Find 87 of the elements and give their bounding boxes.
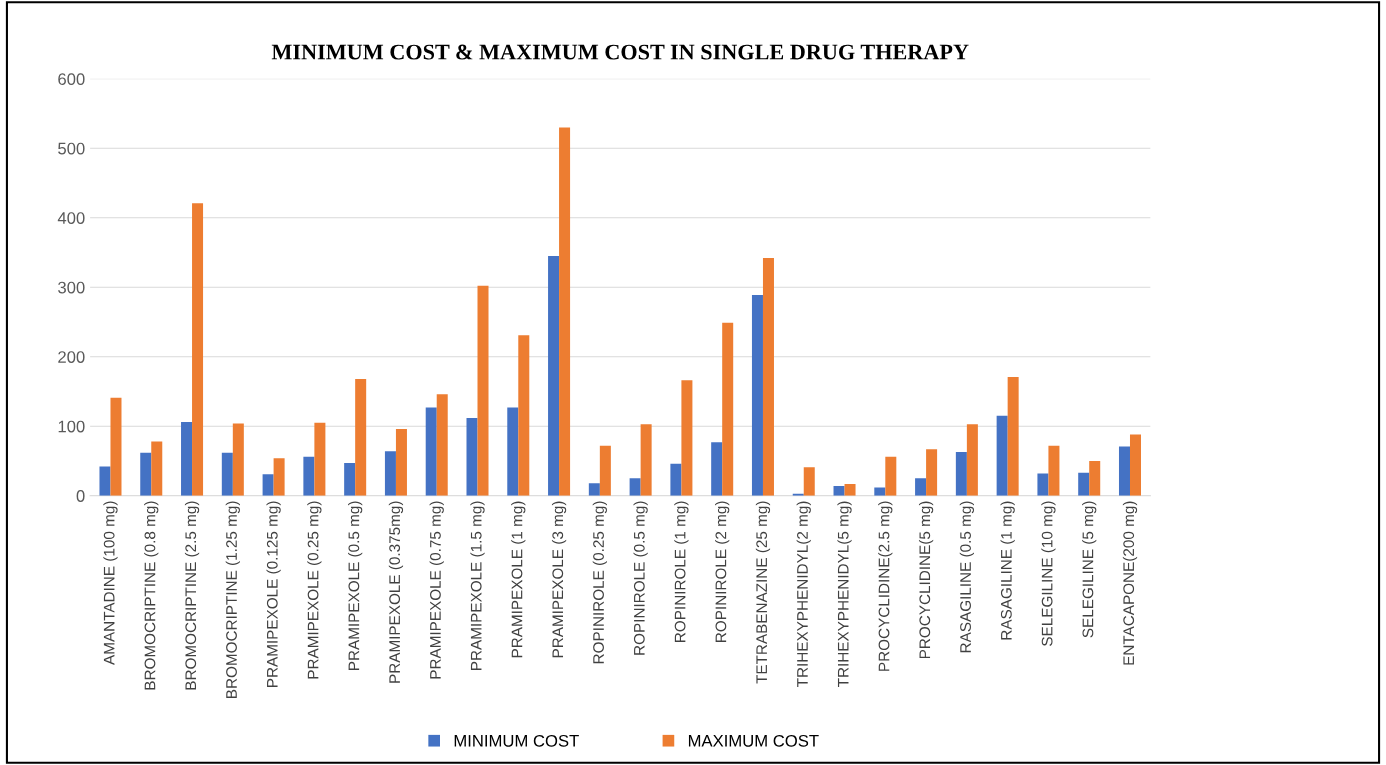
x-tick-label: PRAMIPEXOLE (0.25 mg)	[307, 501, 322, 679]
x-tick-label: PRAMIPEXOLE (1 mg)	[511, 501, 526, 658]
bar	[885, 456, 897, 496]
bar	[803, 467, 815, 496]
x-tick-label: PRAMIPEXOLE (0.5 mg)	[348, 501, 363, 670]
bar	[232, 423, 244, 496]
x-tick-label: PRAMIPEXOLE (3 mg)	[551, 501, 567, 658]
x-tick-label: AMANTADINE (100 mg)	[103, 501, 118, 665]
bar	[273, 458, 285, 496]
x-tick-label: ROPINIROLE (1 mg)	[674, 501, 689, 642]
bar	[996, 415, 1008, 496]
chart-title: MINIMUM COST & MAXIMUM COST IN SINGLE DRUG THERAPY	[271, 44, 969, 60]
x-tick-label: PRAMIPEXOLE (1.5 mg)	[470, 501, 485, 670]
bar	[599, 445, 611, 496]
bar	[344, 463, 356, 496]
x-tick-label: ENTACAPONE(200 mg)	[1122, 501, 1138, 665]
x-tick-label: ROPINIROLE (0.25 mg)	[592, 501, 607, 664]
x-tick-label: RASAGILINE (1 mg)	[1000, 501, 1015, 640]
bar	[966, 424, 978, 496]
bar	[833, 485, 845, 496]
bar	[151, 441, 163, 496]
bar	[192, 203, 204, 496]
bar	[548, 255, 560, 496]
bar	[110, 397, 122, 496]
legend-label: MAXIMUM COST	[688, 734, 819, 747]
bar	[915, 478, 927, 496]
bar	[303, 456, 315, 496]
x-tick-label: TRIHEXYPHENIDYL(5 mg)	[837, 501, 852, 687]
bar	[99, 466, 111, 496]
x-tick-label: PROCYCLIDINE(2.5 mg)	[878, 501, 893, 671]
bar	[670, 463, 682, 496]
x-tick-label: BROMOCRIPTINE (0.8 mg)	[144, 501, 159, 690]
bar	[1129, 434, 1141, 496]
bar	[629, 478, 641, 496]
bar	[1118, 446, 1130, 496]
bar	[640, 424, 652, 496]
x-tick-label: ROPINIROLE (0.5 mg)	[633, 501, 648, 655]
bar	[140, 452, 152, 496]
x-tick-label: PRAMIPEXOLE (0.75 mg)	[429, 501, 444, 679]
bar	[711, 442, 723, 496]
y-tick-label: 300	[58, 281, 85, 294]
bar	[926, 449, 938, 496]
legend-label: MINIMUM COST	[454, 734, 579, 747]
bar	[466, 417, 478, 496]
y-tick-label: 600	[58, 73, 85, 85]
x-tick-label: PROCYCLIDINE(5 mg)	[918, 501, 934, 659]
x-tick-label: BROMOCRIPTINE (2.5 mg)	[184, 501, 200, 690]
y-tick-label: 500	[58, 142, 85, 155]
bar	[507, 407, 519, 496]
bar	[762, 258, 774, 496]
bar	[384, 451, 396, 496]
bar	[751, 294, 763, 496]
bar	[262, 474, 274, 496]
bar	[1037, 473, 1049, 496]
x-tick-label: PRAMIPEXOLE (0.375mg)	[388, 501, 404, 683]
bar	[1089, 460, 1101, 496]
bar	[874, 487, 886, 496]
bar	[588, 483, 600, 496]
bar	[1048, 445, 1060, 496]
x-tick-label: TETRABENAZINE (25 mg)	[755, 501, 771, 684]
x-tick-label: SELEGILINE (5 mg)	[1082, 501, 1097, 638]
bar	[518, 335, 530, 496]
bar	[1078, 472, 1090, 496]
bar	[395, 429, 407, 496]
bar	[1007, 376, 1019, 496]
bar	[955, 451, 967, 496]
y-tick-label: 0	[76, 490, 85, 502]
y-tick-label: 400	[57, 212, 85, 224]
x-tick-label: SELEGILINE (10 mg)	[1041, 501, 1056, 646]
bar	[181, 422, 193, 496]
bar	[681, 380, 693, 496]
x-tick-label: RASAGILINE (0.5 mg)	[959, 501, 974, 653]
y-tick-label: 100	[58, 420, 85, 433]
x-tick-label: TRIHEXYPHENIDYL(2 mg)	[796, 501, 811, 687]
bar	[559, 127, 571, 496]
x-tick-label: BROMOCRIPTINE (1.25 mg)	[225, 501, 240, 698]
bar	[314, 422, 326, 496]
x-tick-label: PRAMIPEXOLE (0.125 mg)	[266, 501, 281, 687]
bar	[221, 452, 233, 496]
y-tick-label: 200	[58, 351, 85, 363]
bar	[355, 378, 367, 496]
bar	[425, 407, 437, 496]
bar	[477, 285, 489, 496]
bar	[844, 483, 856, 496]
x-tick-label: ROPINIROLE (2 mg)	[715, 501, 730, 642]
bar	[436, 394, 448, 496]
bar	[722, 322, 734, 496]
